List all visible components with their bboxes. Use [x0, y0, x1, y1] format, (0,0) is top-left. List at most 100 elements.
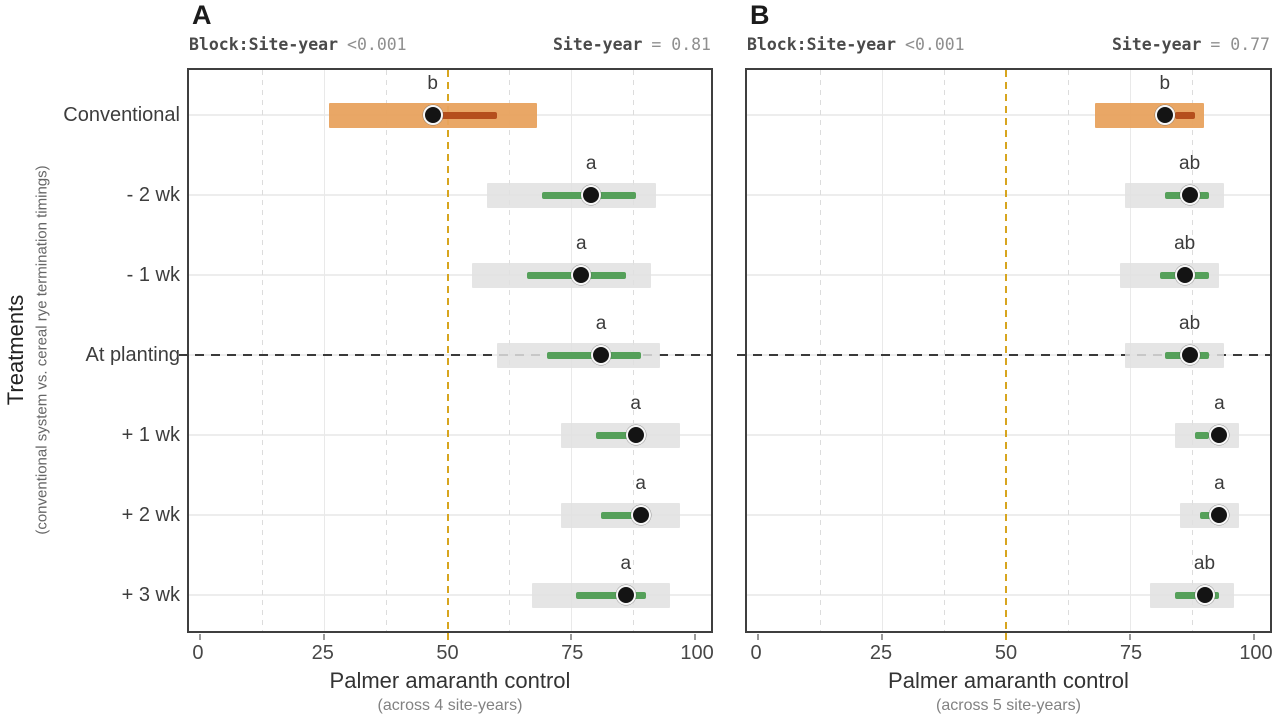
x-axis-tick	[880, 634, 883, 640]
reference-hline-at-planting	[179, 354, 713, 356]
stat-label: Block:Site-year	[189, 35, 339, 54]
point-estimate-dot	[1179, 185, 1200, 205]
stat-siteyear: Site-year = 0.81	[553, 33, 711, 57]
major-gridline	[881, 70, 883, 631]
stat-value: <0.001	[905, 35, 965, 54]
x-axis-title: Palmer amaranth control	[888, 668, 1129, 693]
point-estimate-dot	[1194, 585, 1215, 605]
x-tick-label: 25	[869, 642, 893, 664]
stat-label: Block:Site-year	[747, 35, 897, 54]
inner-interval	[576, 591, 646, 599]
x-tick-label: 25	[311, 642, 334, 664]
stat-label: Site-year	[1111, 35, 1202, 54]
y-category-label: At planting	[85, 343, 180, 366]
stat-block-siteyear: Block:Site-year <0.001	[189, 33, 407, 57]
row-gridline	[747, 594, 1270, 596]
significance-letter: a	[585, 153, 597, 174]
inner-interval	[1194, 431, 1210, 439]
stat-label: Site-year	[552, 35, 643, 54]
y-category-label: + 1 wk	[121, 423, 180, 446]
significance-letter: a	[1214, 473, 1225, 494]
x-axis-tick	[198, 634, 201, 640]
significance-letter: a	[630, 393, 642, 414]
inner-interval-conventional	[432, 111, 498, 119]
inner-interval	[596, 431, 636, 439]
panel-a-plot-area: b Conventional a - 2 wk a - 1 wk a At planting a…	[63, 68, 713, 640]
significance-letter: ab	[1179, 313, 1201, 334]
significance-letter: b	[1159, 73, 1171, 94]
significance-letter: ab	[1179, 153, 1201, 174]
x-tick-label: 50	[436, 642, 459, 664]
point-estimate-dot	[630, 505, 651, 525]
point-estimate-dot	[581, 185, 602, 205]
significance-letter: ab	[1174, 233, 1196, 254]
major-gridline	[323, 70, 325, 631]
x-axis-title: Palmer amaranth control	[329, 668, 571, 693]
x-axis-tick	[1253, 634, 1256, 640]
minor-gridline	[1068, 70, 1070, 631]
inner-interval	[601, 511, 636, 519]
x-tick-label: 0	[750, 642, 762, 664]
y-category-label: + 2 wk	[121, 503, 180, 526]
significance-letter: b	[427, 73, 438, 94]
stat-siteyear: Site-year = 0.77	[1112, 33, 1270, 57]
y-category-label: - 2 wk	[126, 183, 180, 206]
x-axis-tick-50-gold	[1005, 633, 1008, 640]
row-gridline	[189, 194, 711, 196]
reference-vline-50	[1005, 70, 1008, 631]
reference-hline-at-planting	[737, 354, 1272, 356]
x-axis-tick	[694, 634, 697, 640]
inner-interval-conventional	[1174, 111, 1195, 119]
panel-b: B Block:Site-year <0.001 Site-year = 0.77 …	[737, 0, 1273, 725]
minor-gridline	[261, 70, 263, 631]
x-axis-tick	[322, 634, 325, 640]
minor-gridline	[385, 70, 387, 631]
significance-letter: a	[575, 233, 587, 254]
panel-a: A Block:Site-year <0.001 Site-year = 0.81 …	[63, 0, 713, 725]
panel-a-x-tick-labels: 0 25 50 75 100	[187, 641, 713, 665]
significance-letter: a	[1214, 393, 1225, 414]
x-tick-label: 100	[1239, 642, 1273, 664]
significance-letter: a	[595, 313, 607, 334]
x-axis-tick	[756, 634, 759, 640]
y-category-label: + 3 wk	[121, 583, 180, 606]
stat-value: = 0.77	[1210, 35, 1270, 54]
row-gridline	[189, 434, 711, 436]
y-category-label: Conventional	[63, 103, 180, 126]
significance-letter: a	[635, 473, 646, 494]
reference-vline-50	[446, 70, 449, 631]
y-category-label: - 1 wk	[126, 263, 180, 286]
inner-interval	[1199, 511, 1215, 519]
row-gridline	[189, 514, 711, 516]
row-gridline	[189, 594, 711, 596]
row-gridline	[189, 274, 711, 276]
x-axis-subtitle: (across 5 site-years)	[936, 697, 1081, 714]
stat-value: = 0.81	[651, 35, 711, 54]
point-estimate-dot	[1174, 265, 1195, 285]
row-gridline	[747, 434, 1270, 436]
panel-a-stats: Block:Site-year <0.001 Site-year = 0.81	[189, 33, 711, 57]
panel-b-plot-area: b ab ab ab a a ab	[737, 68, 1272, 640]
minor-gridline	[943, 70, 945, 631]
point-estimate-dot	[1209, 505, 1230, 525]
row-gridline	[747, 274, 1270, 276]
x-axis-tick	[570, 634, 573, 640]
panel-b-stats: Block:Site-year <0.001 Site-year = 0.77	[747, 33, 1270, 57]
row-gridline	[747, 114, 1270, 116]
panel-a-tag: A	[192, 0, 212, 30]
panel-b-tag: B	[750, 0, 770, 30]
x-tick-label: 0	[192, 642, 204, 664]
point-estimate-dot	[422, 105, 443, 125]
x-tick-label: 50	[994, 642, 1018, 664]
significance-letter: ab	[1193, 553, 1216, 574]
x-tick-label: 75	[561, 642, 584, 664]
point-estimate-dot	[1179, 345, 1200, 365]
x-tick-label: 100	[680, 642, 714, 664]
stat-block-siteyear: Block:Site-year <0.001	[747, 33, 965, 57]
minor-gridline	[819, 70, 821, 631]
point-estimate-dot	[625, 425, 646, 445]
point-estimate-dot	[1154, 105, 1175, 125]
row-gridline	[747, 194, 1270, 196]
point-estimate-dot	[571, 265, 592, 285]
x-axis-tick-50-gold	[446, 633, 449, 640]
